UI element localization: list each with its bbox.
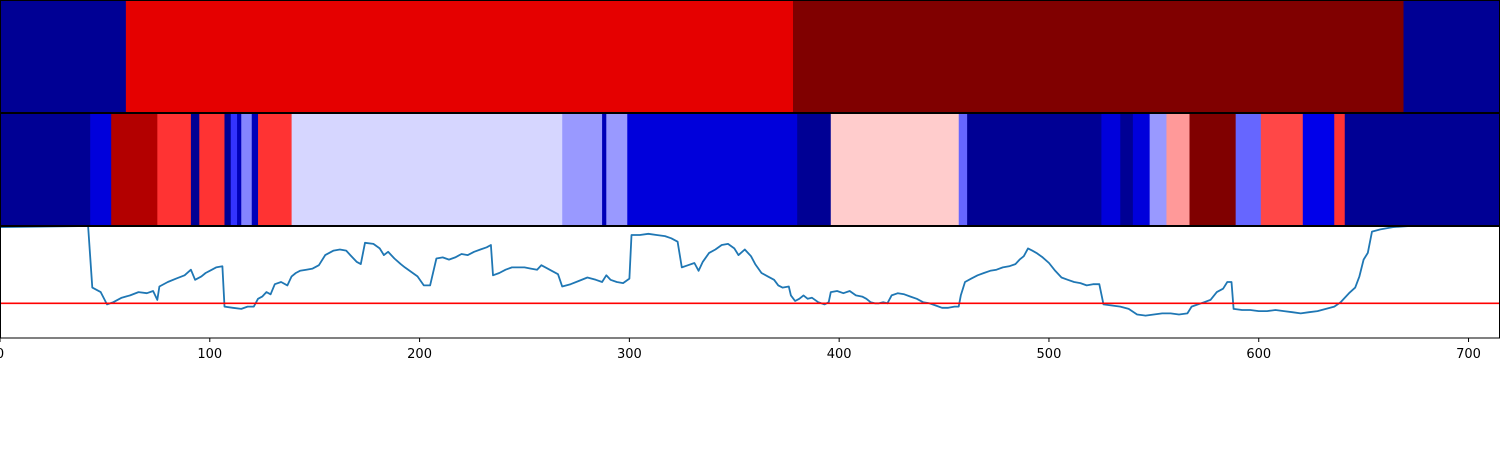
line-plot <box>0 225 1500 317</box>
heatmap-middle-segment-15 <box>606 113 628 226</box>
heatmap-middle-segment-28 <box>1260 113 1304 226</box>
x-tick-label: 200 <box>407 347 432 362</box>
heatmap-middle-segment-29 <box>1302 113 1335 226</box>
heatmap-middle-segment-25 <box>1166 113 1191 226</box>
heatmap-middle-segment-2 <box>111 113 158 226</box>
heatmap-top <box>0 0 1500 113</box>
x-ticks: 0 100 200 300 400 500 600 700 <box>0 338 1481 362</box>
heatmap-middle-segment-4 <box>190 113 200 226</box>
heatmap-middle-segment-9 <box>241 113 253 226</box>
heatmap-middle-segment-26 <box>1189 113 1237 226</box>
heatmap-middle-segment-20 <box>967 113 1102 226</box>
heatmap-middle-segment-5 <box>199 113 226 226</box>
heatmap-middle-segment-31 <box>1344 113 1500 226</box>
x-tick-label: 700 <box>1456 347 1481 362</box>
x-tick-label: 600 <box>1246 347 1271 362</box>
heatmap-middle <box>0 113 1500 226</box>
heatmap-middle-segment-3 <box>157 113 192 226</box>
heatmap-middle-segment-11 <box>258 113 293 226</box>
x-tick-label: 500 <box>1037 347 1062 362</box>
heatmap-middle-segment-22 <box>1120 113 1134 226</box>
heatmap-top-segment-0 <box>0 0 127 113</box>
heatmap-middle-segment-1 <box>90 113 112 226</box>
heatmap-middle-segment-18 <box>830 113 960 226</box>
heatmap-middle-segment-0 <box>0 113 91 226</box>
heatmap-middle-segment-14 <box>602 113 607 226</box>
heatmap-middle-segment-6 <box>224 113 232 226</box>
heatmap-middle-segment-19 <box>958 113 968 226</box>
heatmap-middle-segment-8 <box>237 113 242 226</box>
heatmap-middle-segment-16 <box>627 113 798 226</box>
x-tick-label: 300 <box>617 347 642 362</box>
heatmap-middle-segment-10 <box>251 113 259 226</box>
heatmap-middle-segment-23 <box>1132 113 1151 226</box>
heatmap-middle-segment-7 <box>230 113 238 226</box>
heatmap-top-segment-2 <box>793 0 1405 113</box>
heatmap-middle-segment-13 <box>562 113 603 226</box>
x-tick-label: 0 <box>0 347 4 362</box>
heatmap-middle-segment-24 <box>1149 113 1168 226</box>
heatmap-middle-segment-27 <box>1235 113 1262 226</box>
heatmap-top-segment-3 <box>1403 0 1500 113</box>
heatmap-middle-segment-21 <box>1101 113 1121 226</box>
heatmap-top-segment-1 <box>125 0 794 113</box>
heatmap-middle-segment-30 <box>1334 113 1346 226</box>
x-tick-label: 100 <box>197 347 222 362</box>
heatmap-middle-segment-17 <box>797 113 832 226</box>
heatmap-middle-segment-12 <box>291 113 563 226</box>
x-tick-label: 400 <box>827 347 852 362</box>
series-line <box>0 225 1500 317</box>
